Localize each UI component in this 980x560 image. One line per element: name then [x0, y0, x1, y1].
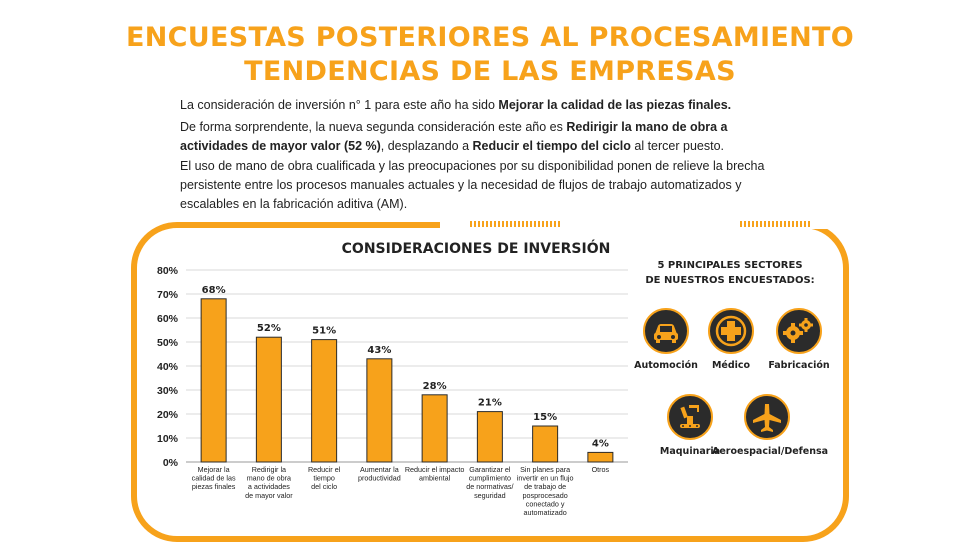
bar [421, 394, 448, 463]
bar-value-label: 15% [533, 412, 557, 423]
bar [476, 411, 503, 463]
y-tick-label: 0% [163, 457, 179, 469]
intro-paragraph-2: De forma sorprendente, la nueva segunda … [180, 118, 780, 156]
bar [587, 451, 614, 463]
x-tick-label-line: automatizado [524, 508, 567, 517]
x-tick-label-line: Aumentar la [360, 465, 399, 474]
x-tick-label-line: Otros [592, 465, 610, 474]
sector-label: Médico [711, 360, 751, 371]
intro-text: La consideración de inversión n° 1 para … [180, 98, 499, 112]
sector-label: Automoción [634, 360, 698, 371]
x-tick-label-line: de normativas/ [466, 482, 513, 491]
x-tick-label-line: de mayor valor [245, 491, 293, 500]
medical-cross-icon [708, 308, 754, 354]
y-tick-label: 80% [157, 265, 179, 277]
intro-highlight: Reducir el tiempo del ciclo [472, 139, 631, 153]
x-tick-label-line: ambiental [419, 474, 451, 483]
x-tick-label-line: de trabajo de [524, 482, 566, 491]
bar [200, 298, 227, 463]
bars: 68% 52% 51% 43% 28% 21% 15% 4% [200, 285, 614, 463]
bar [311, 339, 338, 463]
intro-text: al tercer puesto. [630, 139, 725, 153]
sector-fabricacion: Fabricación [744, 308, 854, 371]
intro-paragraph-3: El uso de mano de obra cualificada y las… [180, 159, 765, 211]
chart-title: CONSIDERACIONES DE INVERSIÓN [342, 239, 611, 257]
x-tick-label: Reducir el tiempo del ciclo [308, 465, 341, 491]
x-tick-label-line: Mejorar la [198, 465, 230, 474]
sector-label: Maquinaria [659, 446, 721, 457]
sector-maquinaria: Maquinaria [635, 394, 745, 457]
x-tick-label-line: piezas finales [192, 482, 236, 491]
intro-highlight: Redirigir la mano de obra a actividades … [180, 120, 728, 153]
x-tick-label-line: mano de obra [247, 474, 291, 483]
gears-icon [776, 308, 822, 354]
sectors-title-line: 5 PRINCIPALES SECTORES [657, 260, 803, 271]
x-tick-label-line: tiempo [313, 474, 335, 483]
y-tick-label: 20% [157, 409, 179, 421]
sector-automocion: Automoción [611, 308, 721, 371]
bar-value-label: 52% [257, 323, 281, 334]
y-tick-label: 60% [157, 313, 179, 325]
x-tick-label-line: posprocesado [523, 491, 568, 500]
y-tick-label: 70% [157, 289, 179, 301]
x-tick-label: Reducir el impacto ambiental [405, 465, 465, 483]
x-tick-label-line: a actividades [248, 482, 290, 491]
bar [532, 425, 559, 463]
sector-label: Aeroespacial/Defensa [712, 446, 829, 457]
airplane-icon [744, 394, 790, 440]
x-tick-label-line: invertir en un flujo [517, 474, 574, 483]
bar-value-label: 43% [367, 345, 391, 356]
x-tick-label-line: productividad [358, 474, 401, 483]
bar-value-label: 51% [312, 326, 336, 337]
sectors-title: 5 PRINCIPALES SECTORES DE NUESTROS ENCUE… [630, 258, 830, 288]
y-tick-label: 10% [157, 433, 179, 445]
page-title: ENCUESTAS POSTERIORES AL PROCESAMIENTO [125, 22, 854, 53]
sector-medico: Médico [676, 308, 786, 371]
y-tick-label: 30% [157, 385, 179, 397]
bar-value-label: 28% [423, 381, 447, 392]
intro-text: , desplazando a [380, 139, 473, 153]
sectors-title-line: DE NUESTROS ENCUESTADOS: [645, 275, 815, 286]
x-tick-label-line: Reducir el impacto [405, 465, 465, 474]
x-tick-label-line: calidad de las [192, 474, 236, 483]
frame-dotted-divider [740, 221, 810, 227]
car-icon [643, 308, 689, 354]
x-tick-label-line: Reducir el [308, 465, 341, 474]
chart-grid [186, 269, 628, 463]
x-tick-label-line: Sin planes para [520, 465, 570, 474]
x-tick-label-line: del ciclo [311, 482, 337, 491]
sector-label: Fabricación [768, 360, 830, 371]
bar-value-label: 21% [478, 398, 502, 409]
intro-paragraph-1: La consideración de inversión n° 1 para … [180, 96, 780, 115]
page-subtitle: TENDENCIAS DE LAS EMPRESAS [244, 56, 736, 87]
bar [255, 336, 282, 463]
x-tick-label: Mejorar la calidad de las piezas finales [192, 465, 236, 491]
sector-aeroespacial: Aeroespacial/Defensa [712, 394, 829, 457]
y-axis: 0% 10% 20% 30% 40% 50% 60% 70% 80% [157, 265, 179, 469]
frame-dotted-divider [470, 221, 560, 227]
x-axis: Mejorar la calidad de las piezas finales Re… [192, 465, 610, 517]
bar [366, 358, 393, 463]
intro-highlight: Mejorar la calidad de las piezas finales… [498, 98, 732, 112]
frame-gap [440, 219, 880, 229]
robot-arm-icon [667, 394, 713, 440]
x-tick-label: Sin planes para invertir en un flujo de tr… [517, 465, 574, 517]
x-tick-label: Aumentar la productividad [358, 465, 401, 483]
bar-value-label: 4% [592, 438, 609, 449]
x-tick-label: Garantizar el cumplimiento de normativas/s… [466, 465, 513, 500]
x-tick-label-line: Garantizar el [469, 465, 511, 474]
x-tick-label-line: Redirigir la [252, 465, 286, 474]
intro-text: De forma sorprendente, la nueva segunda … [180, 120, 567, 134]
x-tick-label-line: cumplimiento [469, 474, 511, 483]
x-tick-label: Otros [592, 465, 610, 474]
x-tick-label: Redirigir la mano de obra a actividades de … [245, 465, 293, 500]
x-tick-label-line: conectado y [526, 499, 565, 508]
y-tick-label: 40% [157, 361, 179, 373]
x-tick-label-line: seguridad [474, 491, 506, 500]
bar-value-label: 68% [202, 285, 226, 296]
y-tick-label: 50% [157, 337, 179, 349]
